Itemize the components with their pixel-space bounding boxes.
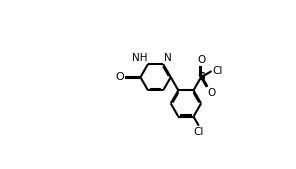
Text: O: O	[207, 88, 215, 98]
Text: NH: NH	[132, 53, 147, 63]
Text: O: O	[115, 72, 124, 82]
Text: Cl: Cl	[213, 66, 223, 76]
Text: S: S	[197, 72, 205, 82]
Text: Cl: Cl	[194, 127, 204, 137]
Text: N: N	[164, 53, 172, 63]
Text: O: O	[197, 55, 205, 65]
